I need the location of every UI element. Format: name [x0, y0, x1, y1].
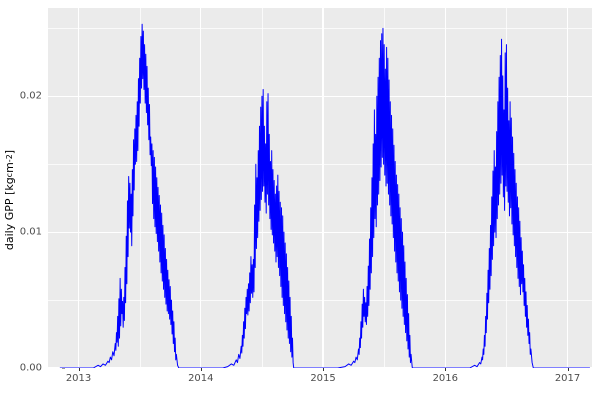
gridline-minor-horizontal: [48, 28, 592, 30]
gridline-major-vertical: [322, 8, 324, 368]
gpp-polyline: [59, 23, 591, 368]
y-tick-label: 0.00: [19, 362, 42, 374]
y-tick-label: 0.01: [19, 226, 42, 238]
gridline-major-vertical: [566, 8, 569, 368]
y-axis-ticks: 0.00 0.01 0.02: [18, 0, 65, 400]
y-axis-title-subscript: c: [4, 172, 14, 178]
x-tick-label: 2017: [554, 373, 581, 384]
y-axis-title-superscript: -2: [4, 154, 14, 163]
y-axis-title-mid: m: [2, 162, 16, 173]
plot-panel: [48, 8, 592, 368]
x-tick-label: 2014: [188, 373, 214, 384]
y-axis-title-prefix: daily GPP [kg: [2, 177, 16, 251]
gridline-major-vertical: [444, 8, 446, 368]
x-tick-label: 2013: [65, 373, 92, 384]
gridline-major-vertical: [200, 8, 202, 368]
gridline-minor-horizontal: [48, 300, 592, 301]
x-tick-mark: [78, 368, 80, 371]
x-tick-mark: [445, 368, 447, 371]
gridline-minor-vertical: [139, 8, 141, 368]
gridline-major-horizontal: [48, 95, 592, 97]
y-axis-title-suffix: ]: [2, 149, 16, 155]
x-tick-label: 2015: [310, 373, 336, 384]
x-axis: 2013 2014 2015 2016 2017: [48, 368, 592, 398]
x-tick-mark: [323, 368, 325, 371]
x-tick-mark: [200, 368, 202, 371]
gridline-major-vertical: [77, 8, 80, 368]
series-line-gpp: [59, 23, 591, 368]
x-tick-label: 2016: [432, 373, 459, 384]
gridline-major-horizontal: [48, 231, 592, 233]
y-tick-mark: [62, 367, 65, 369]
gridline-minor-horizontal: [48, 164, 592, 166]
y-tick-label: 0.02: [19, 90, 42, 102]
gridline-minor-vertical: [384, 8, 385, 368]
y-axis-title: daily GPP [kg c m -2]: [0, 0, 18, 400]
x-tick-mark: [567, 368, 569, 371]
